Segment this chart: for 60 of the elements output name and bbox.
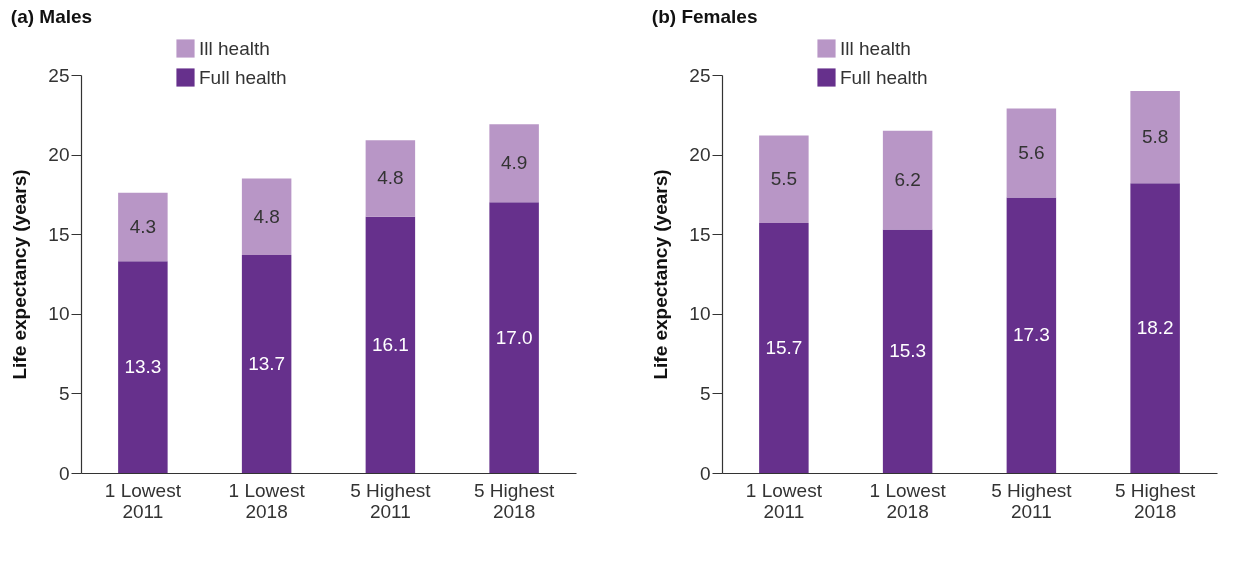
y-axis-title: Life expectancy (years) [650, 169, 672, 380]
y-tick-label: 25 [48, 64, 70, 86]
y-tick-label: 20 [689, 144, 711, 166]
y-tick-label: 10 [689, 303, 711, 325]
x-tick-label: 1 Lowest 2011 [104, 479, 182, 522]
bar [759, 223, 809, 473]
data-label: 5.6 [1018, 142, 1045, 164]
x-tick-label: 5 Highest 2018 [473, 479, 555, 522]
bar [489, 124, 539, 203]
bar [882, 130, 933, 230]
bar [489, 202, 539, 473]
data-label: 15.3 [889, 340, 927, 362]
data-label: 5.5 [770, 168, 798, 190]
y-tick-label: 5 [699, 382, 711, 404]
bar [1130, 90, 1180, 184]
bar [1130, 183, 1180, 473]
bar [759, 135, 809, 224]
data-label: 17.0 [495, 326, 533, 348]
data-label: 16.1 [371, 333, 409, 355]
x-tick-label: 5 Highest 2018 [1114, 479, 1196, 522]
legend-label: Ill health [199, 37, 270, 59]
data-label: 4.3 [129, 216, 157, 238]
chart-title: (b) Females [651, 6, 758, 27]
y-tick-label: 5 [58, 382, 70, 404]
data-label: 17.3 [1012, 324, 1050, 346]
bar [365, 216, 416, 473]
x-tick-label: 1 Lowest 2018 [869, 479, 947, 522]
data-label: 5.8 [1141, 126, 1169, 148]
data-label: 13.7 [248, 352, 286, 374]
bar [118, 192, 168, 262]
bar [1006, 197, 1057, 473]
data-label: 13.3 [124, 356, 162, 378]
x-tick-label: 1 Lowest 2018 [228, 479, 306, 522]
legend-label: Full health [840, 66, 928, 88]
bar [365, 140, 416, 217]
y-tick-label: 20 [48, 144, 70, 166]
x-tick-label: 5 Highest 2011 [991, 479, 1073, 522]
y-tick-label: 15 [689, 223, 711, 245]
data-label: 15.7 [765, 337, 803, 359]
bar [118, 261, 168, 473]
data-label: 6.2 [894, 169, 921, 191]
y-axis-title: Life expectancy (years) [9, 169, 31, 380]
y-tick-label: 0 [699, 462, 711, 484]
y-tick-label: 25 [689, 64, 711, 86]
data-label: 18.2 [1136, 317, 1174, 339]
bar [241, 254, 292, 473]
legend-label: Ill health [840, 37, 911, 59]
bar [241, 178, 292, 255]
data-label: 4.8 [377, 167, 404, 189]
x-tick-label: 5 Highest 2011 [350, 479, 432, 522]
chart-title: (a) Males [10, 6, 93, 27]
data-label: 4.9 [500, 152, 528, 174]
y-tick-label: 0 [58, 462, 70, 484]
legend-label: Full health [199, 66, 287, 88]
data-label: 4.8 [253, 205, 280, 227]
bar [1006, 108, 1057, 198]
x-tick-label: 1 Lowest 2011 [745, 479, 823, 522]
bar [882, 229, 933, 473]
y-tick-label: 10 [48, 303, 70, 325]
y-tick-label: 15 [48, 223, 70, 245]
